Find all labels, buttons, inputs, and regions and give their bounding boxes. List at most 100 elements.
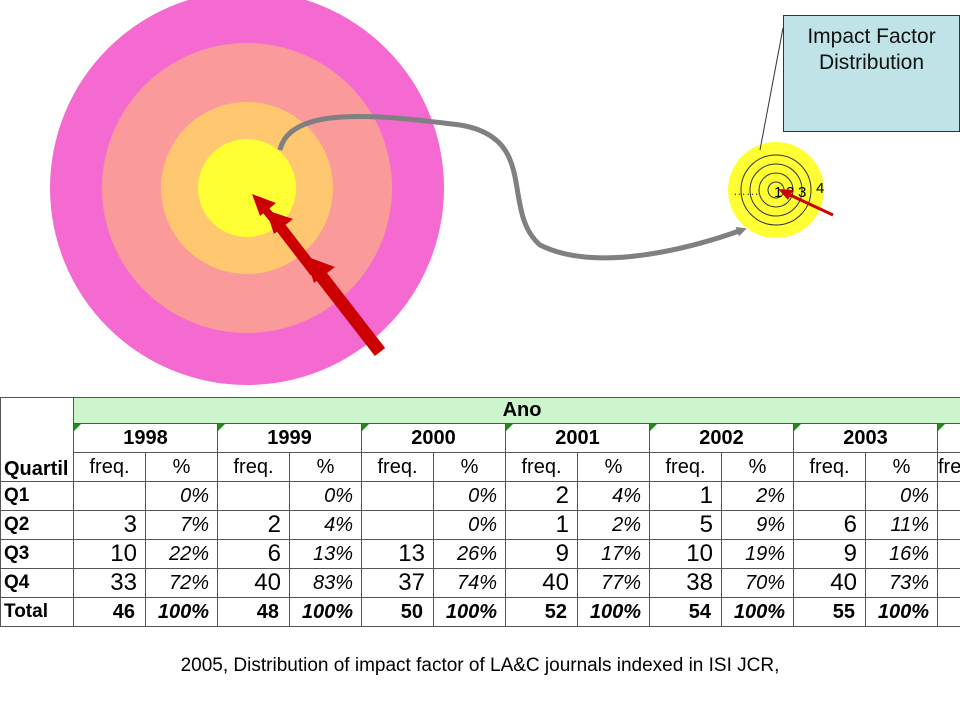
- pct-cell: 72%: [145, 568, 218, 598]
- small-red-arrow: [778, 189, 834, 217]
- target-graphic: …… 1 2 3 4: [50, 0, 834, 385]
- callout-pointer: [759, 27, 784, 151]
- freq-cell: 33: [73, 568, 146, 598]
- freq-cell: [217, 481, 290, 511]
- pct-cell: 0%: [433, 481, 506, 511]
- edge-cell: [936, 539, 960, 569]
- callout-box: Impact Factor Distribution: [783, 15, 960, 132]
- small-ring-3: [749, 163, 803, 217]
- edge-cell: [936, 568, 960, 598]
- pct-cell: 11%: [865, 510, 938, 540]
- table-row: Q3 10 22% 6 13% 13 26% 9 17% 10 19% 9 16%: [0, 539, 960, 569]
- freq-cell: 37: [361, 568, 434, 598]
- freq-cell: 38: [649, 568, 722, 598]
- freq-cell: 46: [73, 597, 146, 627]
- quartil-header: Quartil: [0, 397, 74, 482]
- freq-cell: 2: [505, 481, 578, 511]
- freq-cell: 40: [505, 568, 578, 598]
- subheader-edge: freq.: [936, 452, 960, 482]
- freq-subheader: freq.: [361, 452, 434, 482]
- edge-cell: [936, 510, 960, 540]
- freq-cell: 50: [361, 597, 434, 627]
- pct-cell: 100%: [145, 597, 218, 627]
- quartile-table-container: Quartil Ano 1998 1999 2000 2001 2002 2003 fre…: [0, 397, 960, 637]
- year-header: 2000: [361, 423, 506, 453]
- row-label: Q4: [0, 568, 74, 598]
- year-header-row: 1998 1999 2000 2001 2002 2003: [1, 423, 960, 453]
- year-header: 1998: [73, 423, 218, 453]
- pct-subheader: %: [577, 452, 650, 482]
- year-header: 2001: [505, 423, 650, 453]
- freq-subheader: freq.: [505, 452, 578, 482]
- pct-subheader: %: [433, 452, 506, 482]
- table-row: Q4 33 72% 40 83% 37 74% 40 77% 38 70% 40 73%: [0, 568, 960, 598]
- pct-cell: 26%: [433, 539, 506, 569]
- pct-cell: 83%: [289, 568, 362, 598]
- freq-cell: 9: [505, 539, 578, 569]
- freq-cell: 40: [793, 568, 866, 598]
- freq-subheader: freq.: [73, 452, 146, 482]
- freq-cell: [793, 481, 866, 511]
- callout-line-2: Distribution: [818, 51, 925, 74]
- freq-subheader: freq.: [217, 452, 290, 482]
- freq-cell: [73, 481, 146, 511]
- pct-cell: 17%: [577, 539, 650, 569]
- freq-cell: 9: [793, 539, 866, 569]
- freq-cell: 10: [649, 539, 722, 569]
- pct-cell: 100%: [577, 597, 650, 627]
- freq-cell: 13: [361, 539, 434, 569]
- freq-cell: 1: [649, 481, 722, 511]
- pct-cell: 0%: [145, 481, 218, 511]
- freq-cell: [361, 481, 434, 511]
- freq-cell: 55: [793, 597, 866, 627]
- ring-label-4: 4: [816, 180, 824, 197]
- freq-cell: 40: [217, 568, 290, 598]
- row-label: Q1: [0, 481, 74, 511]
- pct-subheader: %: [865, 452, 938, 482]
- table-row: Q2 3 7% 2 4% 0% 1 2% 5 9% 6 11%: [0, 510, 960, 540]
- table-row: Q1 0% 0% 0% 2 4% 1 2% 0%: [0, 481, 960, 511]
- pct-cell: 100%: [433, 597, 506, 627]
- freq-cell: 6: [217, 539, 290, 569]
- pct-cell: 73%: [865, 568, 938, 598]
- freq-cell: 1: [505, 510, 578, 540]
- edge-cell: [936, 597, 960, 627]
- freq-cell: 6: [793, 510, 866, 540]
- pct-cell: 4%: [289, 510, 362, 540]
- pct-cell: 9%: [721, 510, 794, 540]
- red-arrow-short: [252, 194, 286, 233]
- pct-cell: 100%: [721, 597, 794, 627]
- pct-cell: 74%: [433, 568, 506, 598]
- freq-cell: 52: [505, 597, 578, 627]
- freq-cell: 48: [217, 597, 290, 627]
- pct-subheader: %: [289, 452, 362, 482]
- year-header: 2003: [793, 423, 938, 453]
- small-dots: ……: [733, 183, 759, 198]
- pct-cell: 0%: [289, 481, 362, 511]
- freq-cell: 3: [73, 510, 146, 540]
- ring-label-3: 3: [798, 184, 806, 201]
- freq-subheader: freq.: [793, 452, 866, 482]
- pct-cell: 0%: [433, 510, 506, 540]
- quartile-table: Quartil Ano 1998 1999 2000 2001 2002 2003 fre…: [0, 397, 960, 627]
- row-label: Total: [0, 597, 74, 627]
- pct-cell: 13%: [289, 539, 362, 569]
- connector-arrow: [277, 114, 747, 261]
- pct-cell: 4%: [577, 481, 650, 511]
- pct-cell: 22%: [145, 539, 218, 569]
- pct-subheader: %: [721, 452, 794, 482]
- small-target: [728, 142, 824, 238]
- freq-subheader: freq.: [649, 452, 722, 482]
- year-header: 1999: [217, 423, 362, 453]
- pct-cell: 70%: [721, 568, 794, 598]
- pct-cell: 7%: [145, 510, 218, 540]
- pct-cell: 0%: [865, 481, 938, 511]
- freq-cell: 54: [649, 597, 722, 627]
- pct-cell: 100%: [289, 597, 362, 627]
- pct-cell: 100%: [865, 597, 938, 627]
- pct-cell: 2%: [577, 510, 650, 540]
- freq-cell: 2: [217, 510, 290, 540]
- edge-cell: [936, 481, 960, 511]
- freq-cell: 10: [73, 539, 146, 569]
- table-body: Quartil Ano 1998 1999 2000 2001 2002 2003 fre…: [0, 397, 960, 627]
